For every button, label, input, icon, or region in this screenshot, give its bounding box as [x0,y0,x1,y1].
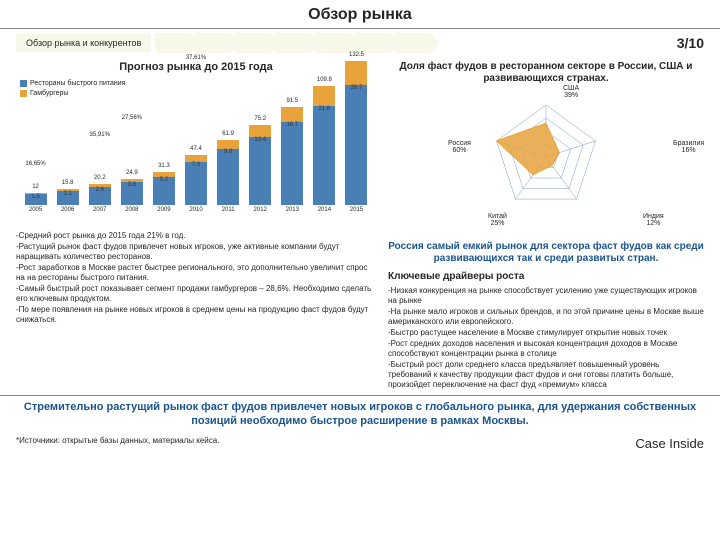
crumb-arrow [315,33,351,53]
radar-chart: США39%Бразилия16%Индия12%Китай25%Россия6… [388,85,704,235]
crumb-arrow [395,33,431,53]
drivers-title: Ключевые драйверы роста [388,271,704,282]
right-column: Доля фаст фудов в ресторанном секторе в … [388,61,704,391]
crumb-arrow [155,33,191,53]
radar-title: Доля фаст фудов в ресторанном секторе в … [388,61,704,85]
page-title: Обзор рынка [0,0,720,29]
breadcrumb: Обзор рынка и конкурентов [16,34,151,52]
case-inside: Case Inside [635,436,704,451]
crumb-arrow [275,33,311,53]
forecast-title: Прогноз рынка до 2015 года [16,61,376,73]
bar-chart: Рестораны быстрого питанияГамбургеры 12 … [16,77,376,227]
crumb-arrow [355,33,391,53]
left-column: Прогноз рынка до 2015 года Рестораны быс… [16,61,376,391]
forecast-bullets: -Средний рост рынка до 2015 года 21% в г… [16,231,376,325]
source-note: *Источники: открытые базы данных, матери… [16,436,219,451]
crumb-arrow [195,33,231,53]
page-number: 3/10 [677,35,704,51]
footer-highlight: Стремительно растущий рынок фаст фудов п… [0,395,720,433]
crumb-arrow [235,33,271,53]
drivers-bullets: -Низкая конкуренция на рынке способствуе… [388,286,704,390]
market-highlight: Россия самый емкий рынок для сектора фас… [388,241,704,265]
